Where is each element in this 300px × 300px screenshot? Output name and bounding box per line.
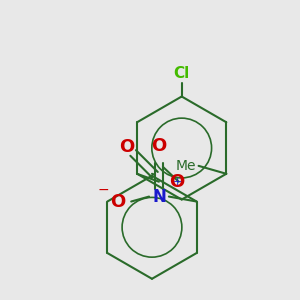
Text: −: − [98, 183, 109, 196]
Text: +: + [173, 177, 182, 187]
Text: Me: Me [176, 159, 196, 173]
Text: O: O [110, 193, 125, 211]
Text: O: O [151, 137, 166, 155]
Text: O: O [120, 138, 135, 156]
Text: Cl: Cl [174, 66, 190, 81]
Text: O: O [169, 173, 184, 191]
Text: N: N [152, 188, 166, 206]
